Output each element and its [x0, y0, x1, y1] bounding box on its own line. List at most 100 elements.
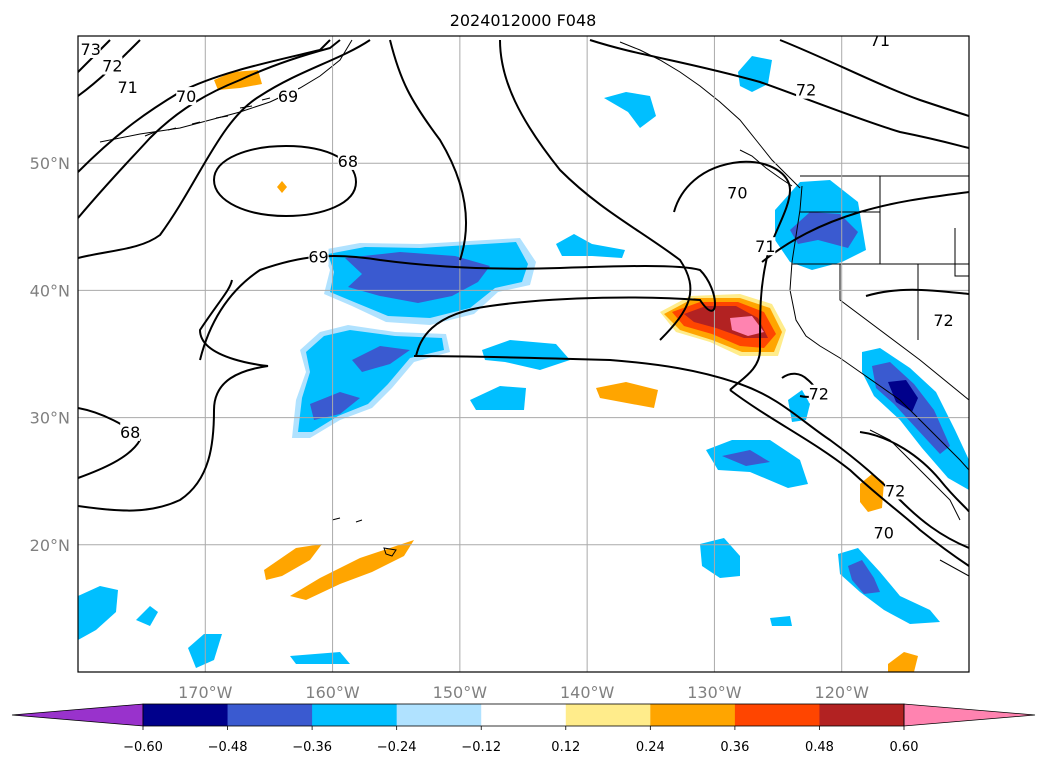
contour-72-2 [779, 39, 969, 117]
lon-tick-label: 170°W [178, 683, 233, 702]
lat-tick-label: 20°N [30, 536, 70, 555]
bc-islands [739, 149, 793, 187]
anomaly-region-negative [770, 616, 792, 626]
lon-tick-label: 160°W [305, 683, 360, 702]
anomaly-region-negative [556, 234, 625, 258]
colorbar-segment [734, 704, 820, 726]
colorbar-segment [396, 704, 482, 726]
contour-69 [78, 39, 371, 259]
contour-label: 68 [338, 152, 358, 171]
colorbar: −0.60 −0.48 −0.36 −0.24 −0.12 0.12 0.24 0.36 0.4… [11, 703, 1036, 755]
gridlines [78, 36, 969, 672]
anomaly-region-positive [277, 181, 287, 193]
latitude-tick-labels: 20°N 30°N 40°N 50°N [30, 154, 70, 555]
contour-69-lower [199, 254, 716, 361]
contour-72-3 [865, 288, 969, 297]
alaska-coast [99, 39, 353, 143]
contour-label: 71 [755, 237, 775, 256]
colorbar-segment [481, 704, 567, 726]
contour-label: 73 [81, 40, 101, 59]
lon-tick-label: 140°W [560, 683, 615, 702]
lon-tick-label: 120°W [815, 683, 870, 702]
lon-tick-label: 150°W [433, 683, 488, 702]
chart-title: 2024012000 F048 [450, 11, 597, 30]
contour-68-closed [212, 144, 358, 218]
anomaly-region-positive [290, 540, 414, 600]
longitude-tick-labels: 170°W 160°W 150°W 140°W 130°W 120°W [178, 683, 869, 702]
anomaly-region-negative [700, 538, 740, 578]
contour-label: 72 [885, 481, 905, 500]
contour-label-background [933, 310, 954, 329]
contour-72-4 [413, 355, 969, 549]
colorbar-tick-label: −0.48 [208, 740, 248, 755]
contour-label: 70 [874, 523, 894, 542]
contour-label: 69 [308, 247, 328, 266]
colorbar-tick-label: −0.24 [377, 740, 417, 755]
anomaly-region-negative [470, 386, 526, 410]
contour-label-background [873, 523, 894, 542]
baja-coast [869, 429, 961, 521]
colorbar-tick-label: −0.36 [292, 740, 332, 755]
contour-label: 70 [176, 87, 196, 106]
colorbar-frame [142, 703, 905, 727]
anomaly-region-negative [790, 212, 858, 248]
colorbar-tick-label: −0.60 [123, 740, 163, 755]
contour-label-background [120, 422, 141, 441]
anomaly-region-positive [730, 316, 764, 336]
colorbar-tick-label: 0.36 [720, 740, 749, 755]
anomaly-fields [78, 56, 969, 672]
anomaly-region-negative [310, 392, 360, 420]
colorbar-tick-label: −0.12 [461, 740, 501, 755]
anomaly-region-positive [888, 652, 918, 672]
contour-label-background [796, 80, 817, 99]
contour-label: 72 [809, 385, 829, 404]
contour-label-background [885, 481, 906, 500]
state-border-ca-nv [839, 264, 969, 401]
contour-label: 72 [796, 81, 816, 100]
contour-70-5 [673, 160, 792, 391]
anomaly-region-negative [136, 606, 158, 626]
anomaly-region-negative [888, 380, 918, 412]
contour-label-background [117, 78, 138, 97]
colorbar-tick-label: 0.48 [805, 740, 834, 755]
contour-label: 71 [117, 78, 137, 97]
contour-label-background [337, 151, 358, 170]
colorbar-segment [819, 704, 905, 726]
contour-label-background [869, 36, 890, 50]
contour-70-6 [729, 389, 969, 567]
anomaly-region-negative [78, 586, 118, 640]
contour-label-background [808, 384, 829, 403]
colorbar-segment [650, 704, 736, 726]
lat-tick-label: 40°N [30, 281, 70, 300]
lon-tick-label: 130°W [687, 683, 742, 702]
contour-label-background [176, 87, 197, 106]
contour-label-background [727, 183, 748, 202]
colorbar-extend-low [11, 703, 144, 727]
map-frame [77, 35, 970, 673]
anomaly-region-negative [604, 92, 656, 128]
hawaii-islands [331, 517, 397, 557]
colorbar-segment [143, 704, 229, 726]
colorbar-tick-label: 0.60 [890, 740, 919, 755]
contour-label-background [755, 237, 776, 256]
contour-label: 72 [933, 311, 953, 330]
contour-label-background [278, 87, 299, 106]
anomaly-region-negative [848, 560, 880, 594]
us-west-coast [789, 185, 969, 471]
contour-label-background [80, 39, 101, 58]
contour-70-2 [389, 39, 467, 261]
colorbar-segment [227, 704, 313, 726]
coastlines [99, 39, 969, 577]
contour-label: 68 [120, 423, 140, 442]
aleutian-islands [144, 97, 271, 137]
anomaly-region-negative [290, 652, 350, 664]
anomaly-region-negative [722, 450, 770, 466]
colorbar-extend-high [903, 703, 1036, 727]
contour-70-3 [499, 39, 692, 341]
contour-label-background [308, 247, 329, 266]
lat-tick-label: 50°N [30, 154, 70, 173]
contour-label: 72 [102, 57, 122, 76]
